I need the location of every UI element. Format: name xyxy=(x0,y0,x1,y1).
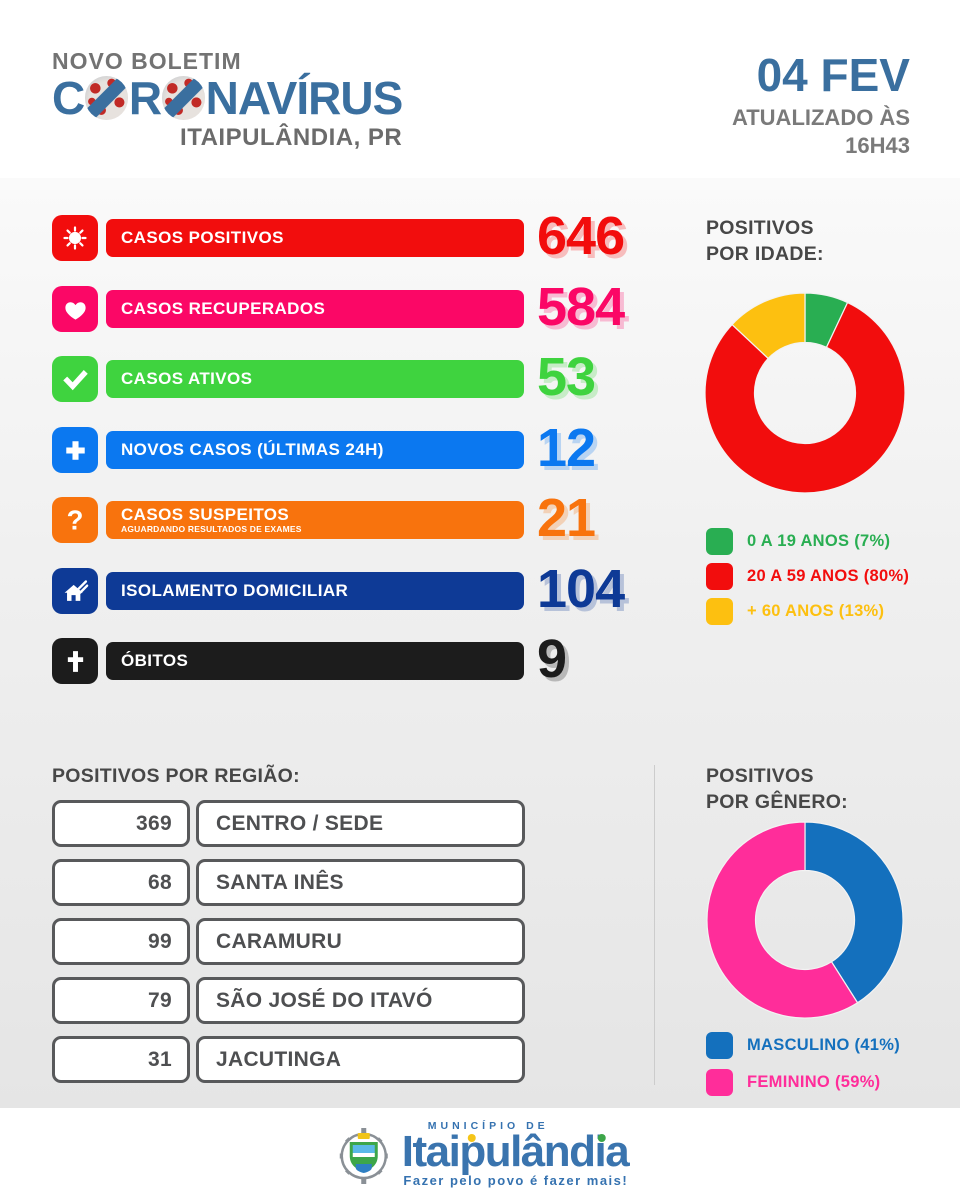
stat-bar: CASOS POSITIVOS xyxy=(106,219,524,257)
updated-time: ATUALIZADO ÀS 16H43 xyxy=(731,105,910,158)
legend-swatch-pink xyxy=(706,1069,733,1096)
legend-swatch-green xyxy=(706,528,733,555)
gender-donut-chart xyxy=(706,821,904,1019)
i-dot-yellow-accent xyxy=(467,1134,476,1143)
logo-city-name: Itaipulândia xyxy=(402,1130,630,1174)
stat-label: NOVOS CASOS (ÚLTIMAS 24H) xyxy=(121,440,384,460)
date-block: 04 FEV ATUALIZADO ÀS 16H43 xyxy=(732,52,910,159)
brand-title-part1: C xyxy=(52,72,85,124)
i-dot-green-accent xyxy=(597,1134,606,1143)
bulletin-kicker: NOVO BOLETIM xyxy=(52,48,242,74)
logo-text-block: MUNICÍPIO DE Itaipulândia Fazer pelo pov… xyxy=(402,1119,630,1189)
legend-swatch-red xyxy=(706,563,733,590)
stat-bar: ISOLAMENTO DOMICILIAR xyxy=(106,572,524,610)
stat-label: ISOLAMENTO DOMICILIAR xyxy=(121,581,349,601)
stat-sublabel: AGUARDANDO RESULTADOS DE EXAMES xyxy=(121,524,302,535)
bulletin-date: 04 FEV xyxy=(756,49,910,101)
legend-swatch-blue xyxy=(706,1032,733,1059)
stat-row-casos-recuperados: CASOS RECUPERADOS 584 xyxy=(52,277,712,337)
logo-small-text: MUNICÍPIO DE xyxy=(427,1119,549,1132)
region-value: 68 xyxy=(52,859,190,906)
stat-label: CASOS RECUPERADOS xyxy=(121,299,326,319)
age-donut-chart xyxy=(704,292,906,494)
header: NOVO BOLETIM C R NAVÍRUS ITAIPULÂNDIA, PR … xyxy=(0,0,960,178)
stat-row-casos-positivos: CASOS POSITIVOS 646 xyxy=(52,206,712,266)
heart-icon xyxy=(52,286,98,332)
virus-icon xyxy=(52,215,98,261)
stat-label: CASOS POSITIVOS xyxy=(121,228,284,248)
regions-title: POSITIVOS POR REGIÃO: xyxy=(52,765,300,787)
stat-value: 104 xyxy=(537,559,625,619)
legend-swatch-yellow xyxy=(706,598,733,625)
region-name: JACUTINGA xyxy=(196,1036,525,1083)
gender-chart-title: POSITIVOS POR GÊNERO: xyxy=(706,765,848,814)
stat-value: 584 xyxy=(537,277,625,337)
virus-ball-icon xyxy=(84,75,129,120)
virus-ball-icon xyxy=(161,75,206,120)
brand-subtitle: ITAIPULÂNDIA, PR xyxy=(180,123,403,151)
stat-value: 53 xyxy=(537,347,596,407)
stat-label: ÓBITOS xyxy=(121,651,189,671)
stat-row-obitos: ÓBITOS 9 xyxy=(52,629,712,689)
house-icon xyxy=(52,568,98,614)
svg-text:?: ? xyxy=(67,505,84,535)
region-value: 31 xyxy=(52,1036,190,1083)
region-name: SÃO JOSÉ DO ITAVÓ xyxy=(196,977,525,1024)
logo-tagline: Fazer pelo povo é fazer mais! xyxy=(403,1173,629,1189)
stat-value: 12 xyxy=(537,418,596,478)
logo-city-name-text: Itaipulândia xyxy=(401,1127,630,1177)
stat-label: CASOS ATIVOS xyxy=(121,369,253,389)
gender-legend-item-masculino: MASCULINO (41%) xyxy=(706,1032,900,1059)
region-value: 79 xyxy=(52,977,190,1024)
legend-label: 20 A 59 ANOS (80%) xyxy=(747,567,910,585)
stat-bar: CASOS SUSPEITOS AGUARDANDO RESULTADOS DE… xyxy=(106,501,524,539)
stat-row-isolamento-domiciliar: ISOLAMENTO DOMICILIAR 104 xyxy=(52,559,712,619)
cross-icon xyxy=(52,638,98,684)
brand-title: C R NAVÍRUS xyxy=(52,72,404,124)
stat-label: CASOS SUSPEITOS xyxy=(121,504,290,524)
legend-label: MASCULINO (41%) xyxy=(747,1036,901,1054)
age-legend-item-0-19: 0 A 19 ANOS (7%) xyxy=(706,528,890,555)
stat-value: 9 xyxy=(537,629,567,689)
stat-bar: ÓBITOS xyxy=(106,642,524,680)
region-name: CENTRO / SEDE xyxy=(196,800,525,847)
brand-title-part2: R xyxy=(128,72,162,124)
vertical-divider xyxy=(654,765,655,1085)
brand-title-part3: NAVÍRUS xyxy=(205,72,404,124)
stat-bar: CASOS ATIVOS xyxy=(106,360,524,398)
brand-block: NOVO BOLETIM C R NAVÍRUS ITAIPULÂNDIA, PR xyxy=(52,48,404,152)
municipality-logo: MUNICÍPIO DE Itaipulândia Fazer pelo pov… xyxy=(332,1119,630,1189)
check-icon xyxy=(52,356,98,402)
stat-value: 21 xyxy=(537,488,596,548)
city-crest-icon xyxy=(339,1128,388,1184)
legend-label: FEMININO (59%) xyxy=(747,1073,881,1091)
question-icon: ? xyxy=(52,497,98,543)
region-value: 369 xyxy=(52,800,190,847)
footer: MUNICÍPIO DE Itaipulândia Fazer pelo pov… xyxy=(0,1108,960,1200)
region-name: SANTA INÊS xyxy=(196,859,525,906)
stat-row-casos-suspeitos: ? CASOS SUSPEITOS AGUARDANDO RESULTADOS … xyxy=(52,488,712,548)
legend-label: 0 A 19 ANOS (7%) xyxy=(747,532,891,550)
age-chart-title: POSITIVOS POR IDADE: xyxy=(706,217,824,266)
stat-row-casos-ativos: CASOS ATIVOS 53 xyxy=(52,347,712,407)
region-value: 99 xyxy=(52,918,190,965)
plus-icon xyxy=(52,427,98,473)
legend-label: + 60 ANOS (13%) xyxy=(747,602,885,620)
stat-value: 646 xyxy=(537,206,625,266)
age-legend-item-60plus: + 60 ANOS (13%) xyxy=(706,598,884,625)
gender-legend-item-feminino: FEMININO (59%) xyxy=(706,1069,880,1096)
age-legend-item-20-59: 20 A 59 ANOS (80%) xyxy=(706,563,909,590)
stat-bar: NOVOS CASOS (ÚLTIMAS 24H) xyxy=(106,431,524,469)
region-name: CARAMURU xyxy=(196,918,525,965)
stat-row-novos-casos: NOVOS CASOS (ÚLTIMAS 24H) 12 xyxy=(52,418,712,478)
stat-bar: CASOS RECUPERADOS xyxy=(106,290,524,328)
